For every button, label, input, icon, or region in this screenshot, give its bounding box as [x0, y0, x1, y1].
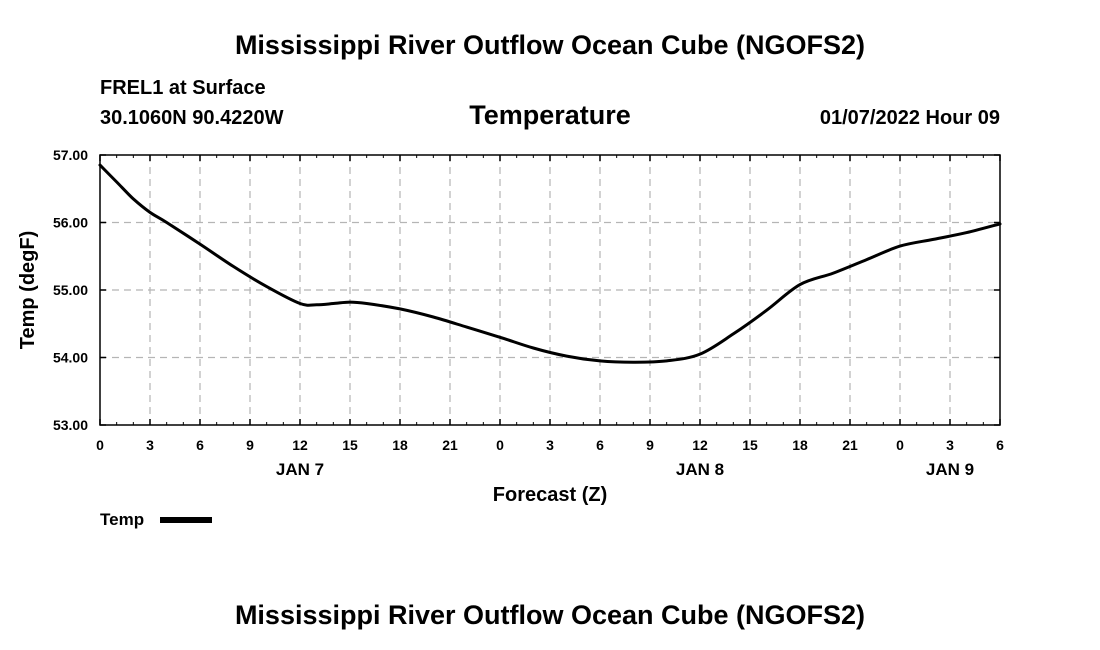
- day-label: JAN 9: [926, 460, 974, 479]
- location-label: 30.1060N 90.4220W: [100, 107, 284, 129]
- x-axis-label: Forecast (Z): [493, 484, 607, 506]
- x-tick-label: 6: [196, 437, 204, 453]
- x-tick-label: 3: [146, 437, 154, 453]
- x-tick-label: 15: [342, 437, 358, 453]
- grid-lines: [100, 155, 1000, 425]
- x-tick-label: 21: [842, 437, 858, 453]
- y-tick-label: 57.00: [53, 147, 88, 163]
- legend-label-temp: Temp: [100, 510, 145, 529]
- x-tick-label: 18: [392, 437, 408, 453]
- day-label: JAN 8: [676, 460, 724, 479]
- x-tick-label: 6: [596, 437, 604, 453]
- y-tick-label: 56.00: [53, 215, 88, 231]
- y-tick-label: 54.00: [53, 350, 88, 366]
- y-tick-label: 55.00: [53, 282, 88, 298]
- y-tick-labels: 53.00 54.00 55.00 56.00 57.00: [53, 147, 88, 433]
- x-tick-label: 18: [792, 437, 808, 453]
- chart-title: Mississippi River Outflow Ocean Cube (NG…: [234, 30, 866, 60]
- y-axis-label: Temp (degF): [17, 231, 39, 350]
- x-tick-label: 12: [292, 437, 308, 453]
- x-tick-label: 0: [496, 437, 504, 453]
- timestamp-label: 01/07/2022 Hour 09: [819, 107, 1000, 129]
- x-tick-label: 3: [546, 437, 554, 453]
- x-tick-label: 9: [246, 437, 254, 453]
- series-line-temp: [98, 163, 1002, 364]
- x-tick-label: 0: [896, 437, 904, 453]
- x-tick-label: 0: [96, 437, 104, 453]
- footer-title: Mississippi River Outflow Ocean Cube (NG…: [234, 600, 866, 630]
- x-tick-label: 21: [442, 437, 458, 453]
- plot-frame: [99, 154, 1001, 426]
- x-tick-label: 3: [946, 437, 954, 453]
- day-label: JAN 7: [276, 460, 324, 479]
- y-tick-label: 53.00: [53, 417, 88, 433]
- station-label: FREL1 at Surface: [100, 77, 266, 99]
- x-tick-label: 12: [692, 437, 708, 453]
- x-tick-label: 6: [996, 437, 1004, 453]
- x-tick-label: 15: [742, 437, 758, 453]
- chart-subtitle: Temperature: [469, 100, 631, 130]
- x-tick-label: 9: [646, 437, 654, 453]
- x-tick-labels: 0 3 6 9 12 15 18 21 0 3 6 9 12 15 18 21 0 3 6: [96, 437, 1004, 453]
- day-labels: JAN 7 JAN 8 JAN 9: [276, 460, 974, 479]
- legend-swatch-temp: [160, 517, 212, 523]
